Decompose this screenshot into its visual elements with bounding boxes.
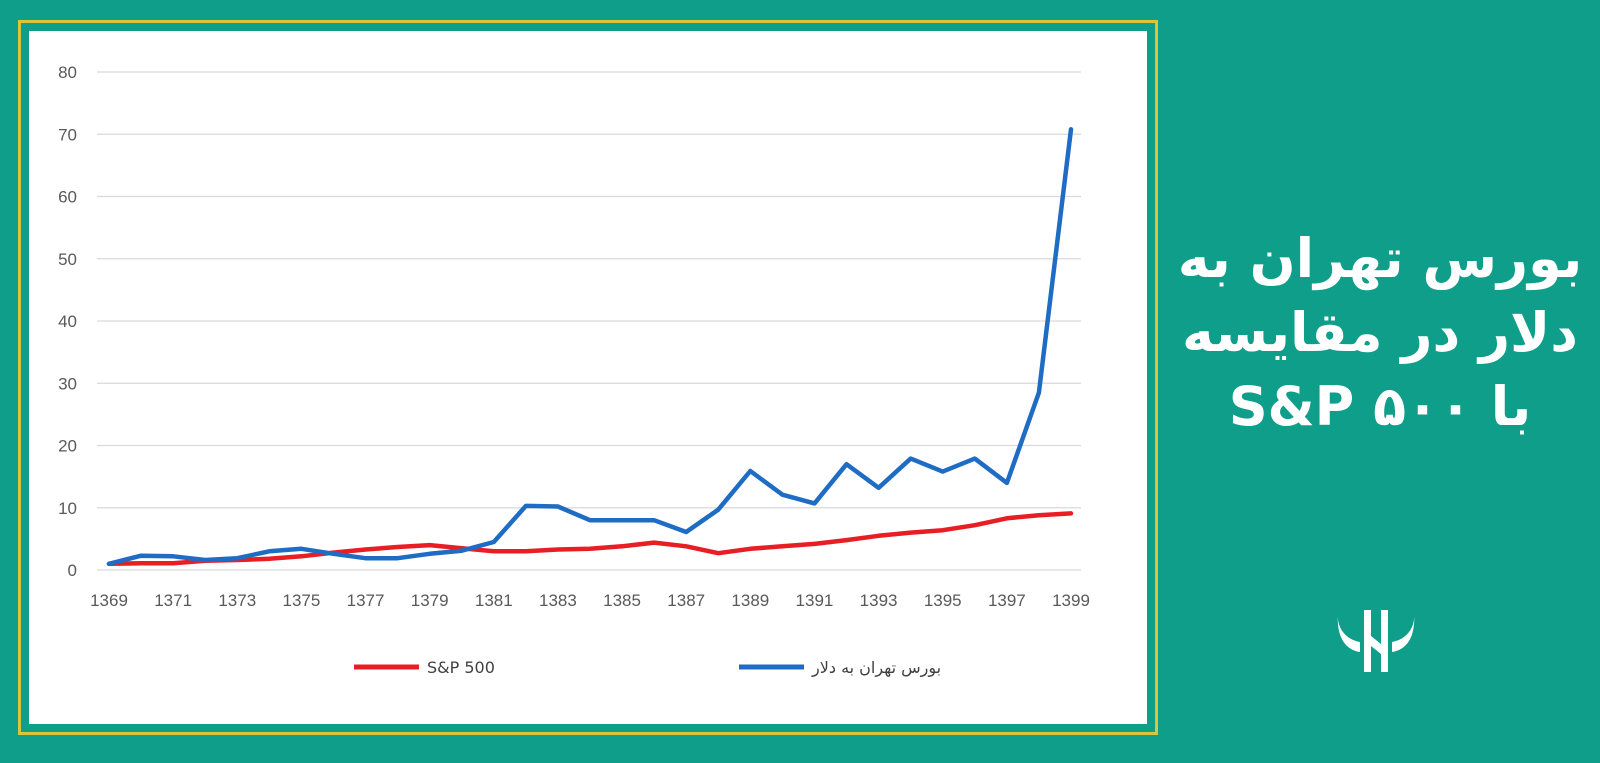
x-tick-label: 1371 [154, 591, 192, 610]
x-tick-label: 1391 [796, 591, 834, 610]
y-tick-label: 50 [58, 250, 77, 269]
y-tick-label: 30 [58, 374, 77, 393]
y-tick-label: 60 [58, 188, 77, 207]
legend-label-sp500: S&P 500 [427, 658, 495, 677]
x-tick-label: 1397 [988, 591, 1026, 610]
legend-label-tehran: بورس تهران به دلار [811, 658, 941, 678]
x-tick-label: 1399 [1052, 591, 1090, 610]
series-line-tehran [106, 127, 1074, 567]
chart-panel: 0 10 20 30 40 50 60 70 80 1369 1371 1373 1375 1377 137… [29, 31, 1147, 724]
x-tick-label: 1383 [539, 591, 577, 610]
x-tick-label: 1395 [924, 591, 962, 610]
x-tick-label: 1389 [731, 591, 769, 610]
y-tick-label: 10 [58, 499, 77, 518]
y-tick-label: 40 [58, 312, 77, 331]
headline-line-3: با ۵۰۰ S&P [1228, 375, 1532, 438]
x-tick-label: 1379 [411, 591, 449, 610]
y-tick-label: 80 [58, 63, 77, 82]
x-tick-label: 1385 [603, 591, 641, 610]
y-tick-label: 0 [68, 561, 77, 580]
x-tick-label: 1387 [667, 591, 705, 610]
headline-line-1: بورس تهران به [1177, 227, 1583, 290]
x-tick-label: 1377 [347, 591, 385, 610]
x-tick-label: 1369 [90, 591, 128, 610]
series-line-sp500 [106, 511, 1074, 567]
bull-horns-logo-icon [1337, 610, 1415, 672]
chart-frame: 0 10 20 30 40 50 60 70 80 1369 1371 1373 1375 1377 137… [18, 20, 1158, 735]
x-tick-label: 1381 [475, 591, 513, 610]
x-tick-label: 1373 [218, 591, 256, 610]
x-tick-label: 1375 [282, 591, 320, 610]
line-chart: 0 10 20 30 40 50 60 70 80 1369 1371 1373 1375 1377 137… [58, 63, 1090, 678]
y-tick-label: 20 [58, 437, 77, 456]
headline: بورس تهران به دلار در مقایسه با ۵۰۰ S&P [1175, 222, 1585, 444]
headline-line-2: دلار در مقایسه [1182, 301, 1578, 364]
x-tick-label: 1393 [860, 591, 898, 610]
y-tick-label: 70 [58, 125, 77, 144]
